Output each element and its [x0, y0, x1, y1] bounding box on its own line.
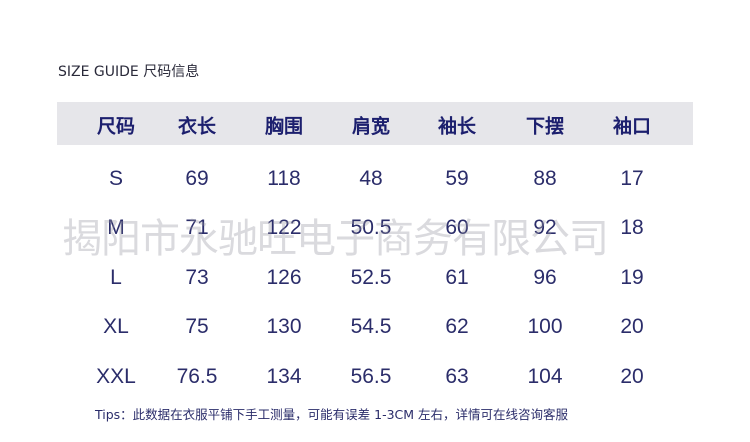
table-cell: S	[108, 167, 124, 190]
table-cell: 71	[185, 216, 209, 239]
table-cell: 20	[620, 315, 644, 338]
table-cell: 73	[185, 266, 209, 289]
table-cell: 76.5	[176, 365, 218, 388]
table-cell: 63	[445, 365, 469, 388]
table-cell: 126	[266, 266, 302, 289]
table-cell: 60	[445, 216, 469, 239]
table-cell: 88	[533, 167, 557, 190]
table-cell: 96	[533, 266, 557, 289]
column-header: 袖口	[612, 115, 652, 138]
column-header: 衣长	[177, 115, 217, 138]
column-header: 下摆	[525, 115, 565, 138]
table-cell: 18	[620, 216, 644, 239]
tips-text: Tips：此数据在衣服平铺下手工测量，可能有误差 1-3CM 左右，详情可在线咨…	[95, 407, 569, 422]
table-cell: 54.5	[350, 315, 392, 338]
table-cell: M	[107, 216, 125, 239]
table-cell: 92	[533, 216, 557, 239]
page-title: SIZE GUIDE 尺码信息	[58, 64, 200, 80]
table-cell: XL	[103, 315, 129, 338]
table-cell: L	[110, 266, 122, 289]
table-cell: 17	[620, 167, 644, 190]
table-cell: 134	[266, 365, 302, 388]
table-cell: 104	[527, 365, 563, 388]
table-cell: 59	[445, 167, 469, 190]
table-cell: 20	[620, 365, 644, 388]
table-cell: 75	[185, 315, 209, 338]
column-header: 肩宽	[351, 115, 391, 138]
table-cell: XXL	[96, 365, 136, 388]
table-cell: 100	[527, 315, 563, 338]
table-cell: 52.5	[350, 266, 392, 289]
table-cell: 61	[445, 266, 469, 289]
watermark: 揭阳市永驰旺电子商务有限公司	[62, 216, 609, 262]
column-header: 袖长	[437, 115, 477, 138]
table-cell: 48	[359, 167, 383, 190]
table-cell: 19	[620, 266, 644, 289]
table-cell: 130	[266, 315, 302, 338]
table-cell: 69	[185, 167, 209, 190]
table-cell: 62	[445, 315, 469, 338]
table-header-band	[57, 102, 693, 145]
table-cell: 118	[267, 167, 301, 190]
table-cell: 50.5	[350, 216, 392, 239]
table-cell: 122	[266, 216, 302, 239]
table-cell: 56.5	[350, 365, 392, 388]
column-header: 胸围	[264, 115, 304, 138]
column-header: 尺码	[96, 115, 136, 138]
